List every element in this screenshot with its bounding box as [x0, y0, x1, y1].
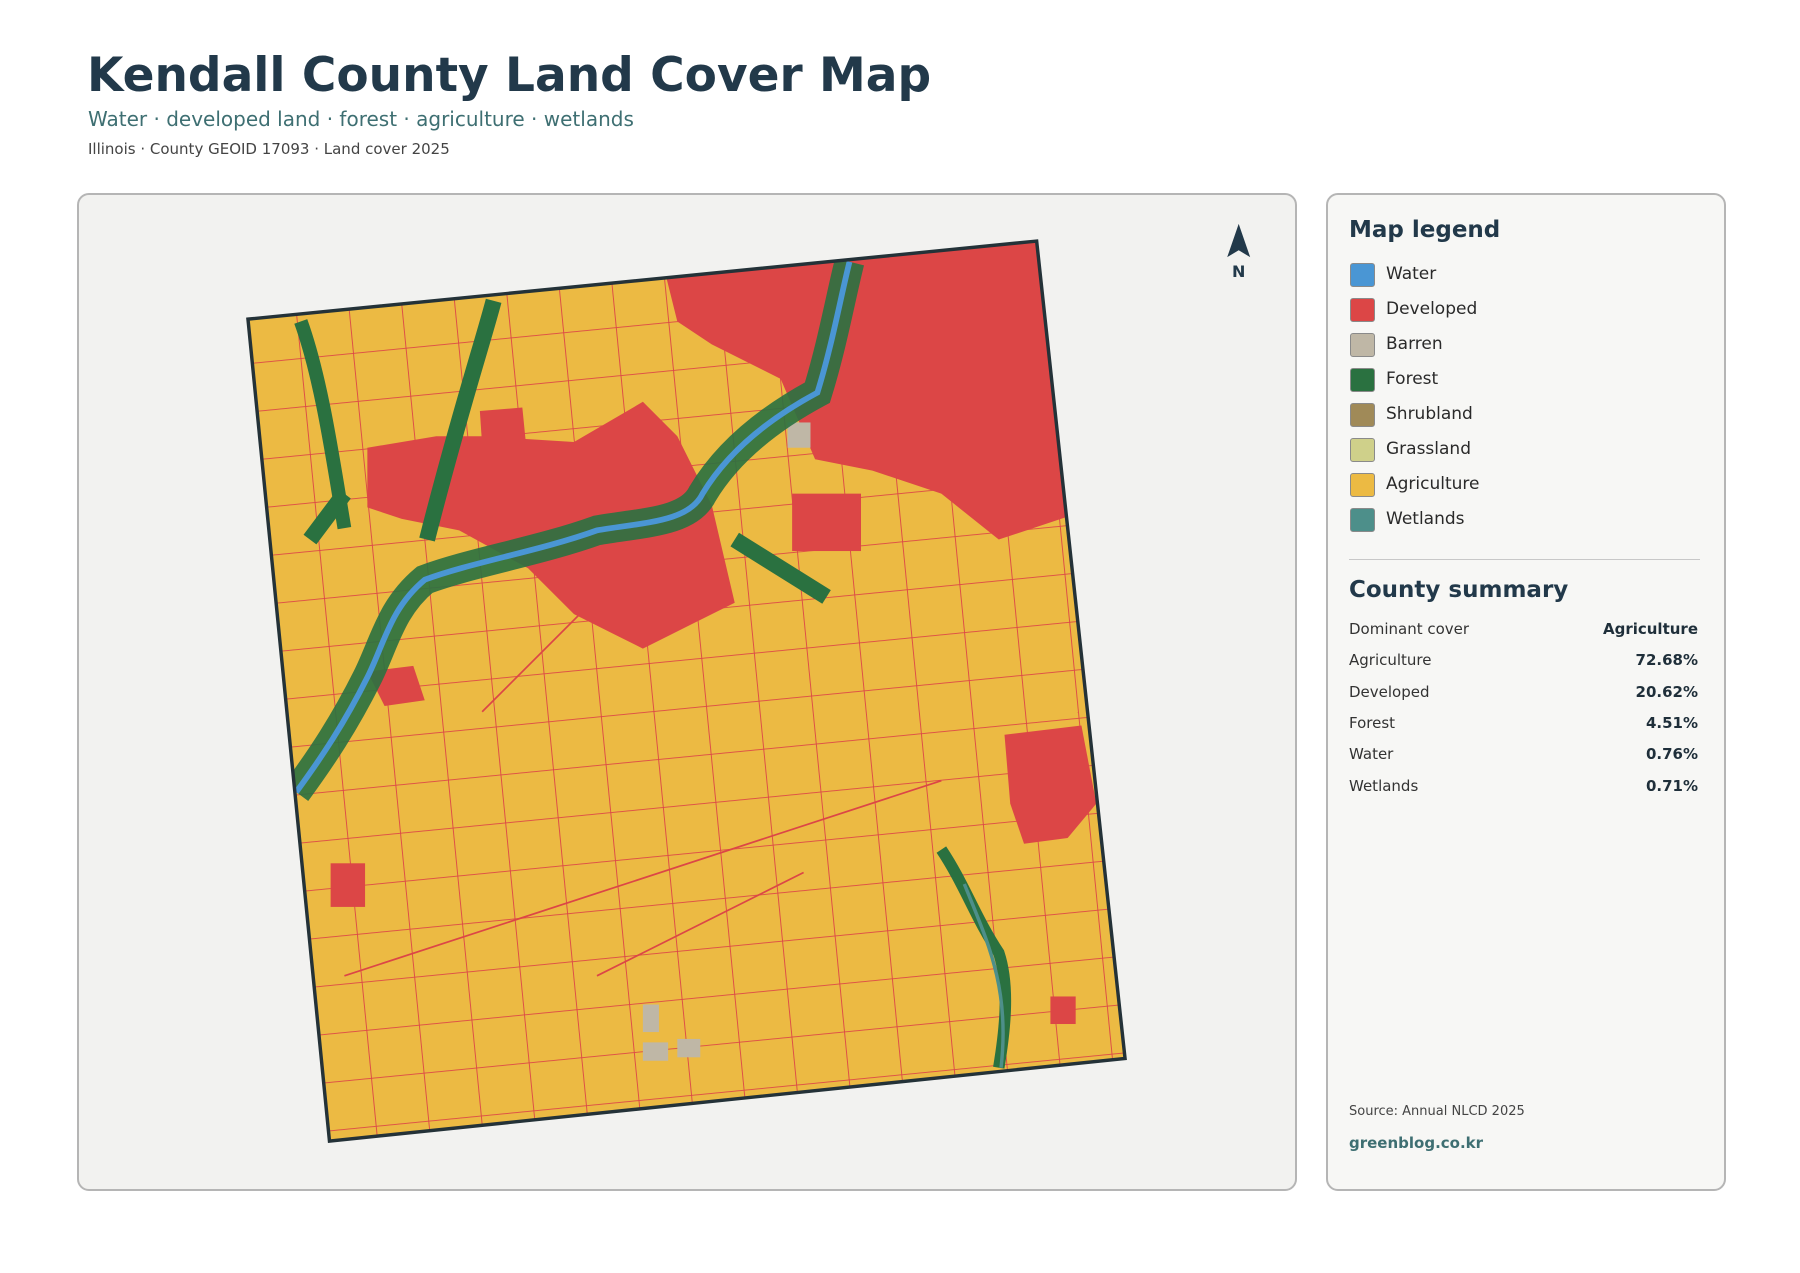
legend-label: Developed [1386, 299, 1478, 319]
site: greenblog.co.kr [1349, 1134, 1484, 1152]
legend-label: Water [1386, 264, 1437, 284]
summary-label: Wetlands [1349, 776, 1419, 795]
summary-value: 4.51% [1645, 713, 1698, 732]
legend-swatch [1350, 333, 1375, 357]
summary-value: 72.68% [1635, 651, 1698, 670]
legend-swatch [1350, 508, 1375, 532]
legend-swatch [1350, 298, 1375, 322]
legend-label: Forest [1386, 369, 1439, 389]
summary-label: Developed [1349, 682, 1430, 701]
title: Kendall County Land Cover Map [87, 48, 932, 103]
legend-swatch [1350, 403, 1375, 427]
source: Source: Annual NLCD 2025 [1349, 1104, 1525, 1119]
summary-value: 0.71% [1645, 776, 1698, 795]
legend-title: Map legend [1349, 217, 1501, 243]
divider [1349, 559, 1700, 560]
summary-label: Dominant cover [1349, 620, 1470, 638]
summary-title: County summary [1349, 577, 1569, 603]
summary-value: 0.76% [1645, 745, 1698, 764]
legend-label: Agriculture [1386, 474, 1480, 494]
north-label: N [1232, 262, 1246, 281]
summary-value: Agriculture [1602, 620, 1698, 638]
summary-label: Agriculture [1349, 651, 1432, 670]
legend-panel [1326, 193, 1726, 1191]
summary-label: Water [1349, 745, 1394, 764]
legend-label: Grassland [1386, 439, 1471, 459]
summary-label: Forest [1349, 713, 1396, 732]
subtitle: Water · developed land · forest · agricu… [88, 107, 634, 131]
legend-swatch [1350, 438, 1375, 462]
legend-label: Wetlands [1386, 509, 1465, 529]
legend-swatch [1350, 473, 1375, 497]
legend-label: Shrubland [1386, 404, 1473, 424]
meta: Illinois · County GEOID 17093 · Land cov… [88, 140, 450, 158]
legend-label: Barren [1386, 334, 1443, 354]
legend-swatch [1350, 368, 1375, 392]
legend-swatch [1350, 263, 1375, 287]
summary-value: 20.62% [1635, 682, 1698, 701]
